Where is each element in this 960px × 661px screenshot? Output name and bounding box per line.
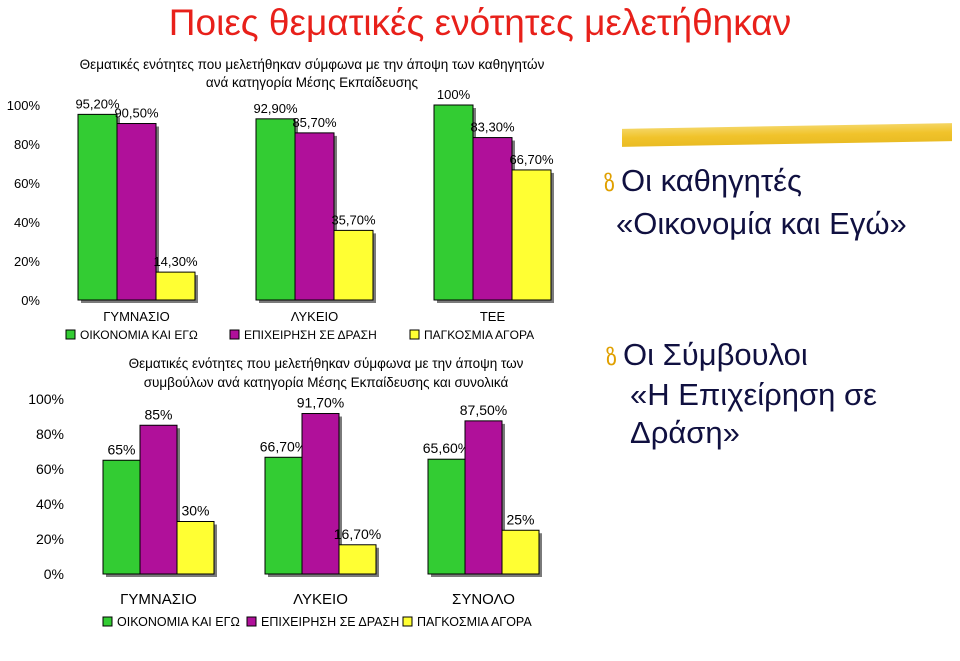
data-label: 16,70% <box>334 526 381 542</box>
bullet-icon: ზ <box>604 171 616 196</box>
legend-label: ΕΠΙΧΕΙΡΗΣΗ ΣΕ ΔΡΑΣΗ <box>244 328 377 342</box>
bar <box>155 271 196 301</box>
legend-label: ΟΙΚΟΝΟΜΙΑ ΚΑΙ ΕΓΩ <box>117 615 240 629</box>
bullet-teachers: ზ Οι καθηγητές <box>604 163 802 199</box>
bar <box>511 169 552 301</box>
category-label: ΛΥΚΕΙΟ <box>291 309 338 324</box>
data-label: 25% <box>506 511 534 527</box>
bar <box>255 118 296 301</box>
legend-label: ΟΙΚΟΝΟΜΙΑ ΚΑΙ ΕΓΩ <box>80 328 198 342</box>
bar <box>472 137 513 301</box>
bar <box>501 529 540 575</box>
category-label: ΣΥΝΟΛΟ <box>452 591 515 608</box>
y-tick-label: 20% <box>36 531 64 547</box>
bullet-teachers-title: Οι καθηγητές <box>621 163 802 198</box>
data-label: 65% <box>107 441 135 457</box>
legend-swatch <box>409 329 420 340</box>
y-tick-label: 100% <box>28 391 64 407</box>
bar <box>294 132 335 301</box>
y-tick-label: 40% <box>14 215 40 230</box>
legend-swatch <box>102 616 113 627</box>
chart-title-line: Θεματικές ενότητες που μελετήθηκαν σύμφω… <box>80 57 545 72</box>
y-tick-label: 80% <box>14 137 40 152</box>
bar <box>116 123 157 301</box>
category-label: ΓΥΜΝΑΣΙΟ <box>120 591 197 608</box>
slide-title: Ποιες θεματικές ενότητες μελετήθηκαν <box>168 2 792 43</box>
data-label: 30% <box>181 503 209 519</box>
category-label: ΓΥΜΝΑΣΙΟ <box>103 309 169 324</box>
legend-label: ΕΠΙΧΕΙΡΗΣΗ ΣΕ ΔΡΑΣΗ <box>261 615 399 629</box>
chart-title-line: Θεματικές ενότητες που μελετήθηκαν σύμφω… <box>129 356 524 371</box>
data-label: 83,30% <box>470 120 515 135</box>
data-label: 91,70% <box>297 395 344 411</box>
bar <box>333 229 374 301</box>
data-label: 35,70% <box>331 212 376 227</box>
data-label: 90,50% <box>114 106 159 121</box>
chart-advisors: Θεματικές ενότητες που μελετήθηκαν σύμφω… <box>28 356 542 629</box>
bullet-advisors-subtitle: «Η Επιχείρηση σε Δράση» <box>630 377 877 450</box>
highlight-stroke <box>622 123 952 147</box>
bar <box>139 424 178 575</box>
legend-label: ΠΑΓΚΟΣΜΙΑ ΑΓΟΡΑ <box>417 615 532 629</box>
data-label: 92,90% <box>253 101 298 116</box>
legend-swatch <box>229 329 240 340</box>
data-label: 95,20% <box>75 96 120 111</box>
y-tick-label: 100% <box>7 98 41 113</box>
data-label: 100% <box>437 87 471 102</box>
data-label: 87,50% <box>460 402 507 418</box>
bullet-teachers-subtitle: «Οικονομία και Εγώ» <box>616 206 907 241</box>
bar <box>264 456 303 575</box>
data-label: 85% <box>144 406 172 422</box>
bar <box>77 113 118 301</box>
category-label: ΛΥΚΕΙΟ <box>293 591 348 608</box>
bullet-advisors-title: Οι Σύμβουλοι <box>623 337 808 372</box>
y-tick-label: 0% <box>21 293 40 308</box>
y-tick-label: 40% <box>36 496 64 512</box>
bar <box>102 459 141 575</box>
data-label: 14,30% <box>153 254 198 269</box>
data-label: 65,60% <box>423 440 470 456</box>
data-label: 66,70% <box>509 152 554 167</box>
legend-swatch <box>402 616 413 627</box>
legend-swatch <box>246 616 257 627</box>
bullet-advisors: ზ Οι Σύμβουλοι <box>606 337 808 373</box>
bar <box>464 420 503 575</box>
bar <box>176 521 215 575</box>
data-label: 66,70% <box>260 438 307 454</box>
category-label: ΤΕΕ <box>480 309 506 324</box>
bar <box>338 544 377 575</box>
y-tick-label: 20% <box>14 254 40 269</box>
legend-swatch <box>65 329 76 340</box>
legend-label: ΠΑΓΚΟΣΜΙΑ ΑΓΟΡΑ <box>424 328 534 342</box>
y-tick-label: 0% <box>44 566 64 582</box>
bullet-icon: ზ <box>606 345 618 370</box>
y-tick-label: 80% <box>36 426 64 442</box>
bar <box>301 413 340 575</box>
y-tick-label: 60% <box>36 461 64 477</box>
chart-teachers: Θεματικές ενότητες που μελετήθηκαν σύμφω… <box>7 57 554 342</box>
bar <box>433 104 474 301</box>
chart-title-line: ανά κατηγορία Μέσης Εκπαίδευσης <box>206 75 419 90</box>
bar <box>427 458 466 575</box>
y-tick-label: 60% <box>14 176 40 191</box>
chart-title-line: συμβούλων ανά κατηγορία Μέσης Εκπαίδευση… <box>144 375 509 390</box>
data-label: 85,70% <box>292 115 337 130</box>
